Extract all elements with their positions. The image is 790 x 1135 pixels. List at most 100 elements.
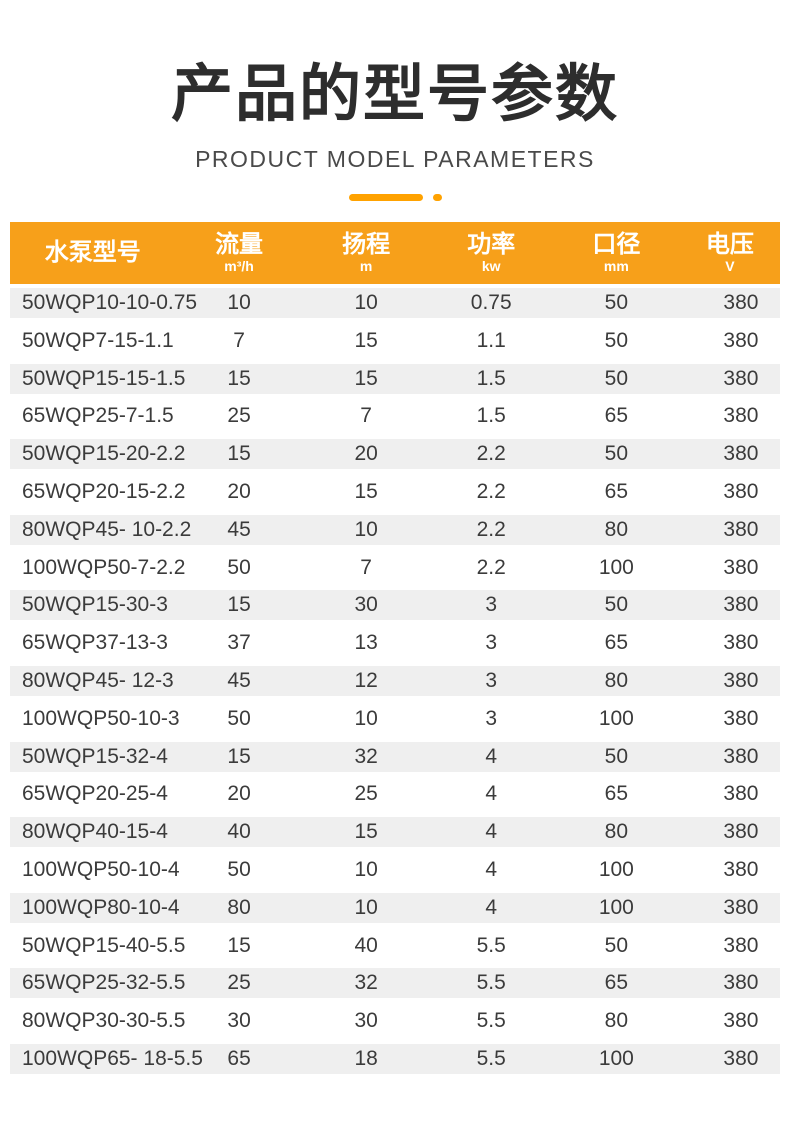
column-label: 流量 (215, 231, 264, 258)
cell-pump-model: 65WQP25-32-5.5 (22, 971, 186, 995)
cell-flow: 40 (227, 820, 251, 844)
cell-flow: 65 (227, 1046, 251, 1070)
table-row: 50WQP15-15-1.5 15 15 1.5 50 380 (10, 363, 780, 394)
cell-head: 10 (354, 291, 378, 314)
cell-flow: 20 (227, 479, 251, 503)
cell-diameter: 100 (598, 857, 634, 881)
cell-power: 2.2 (476, 442, 506, 466)
column-header-diameter: 口径 mm (553, 232, 680, 274)
cell-power: 1.5 (476, 366, 506, 390)
table-row: 80WQP45- 12-3 45 12 3 80 380 (10, 665, 780, 696)
cell-diameter: 80 (604, 517, 629, 541)
column-unit: m (359, 258, 373, 274)
column-label: 水泵型号 (44, 239, 141, 266)
cell-voltage: 380 (723, 517, 759, 541)
cell-voltage: 380 (723, 479, 759, 503)
cell-head: 10 (354, 857, 378, 881)
cell-flow: 50 (227, 857, 251, 881)
cell-head: 20 (354, 442, 378, 466)
cell-head: 15 (354, 366, 378, 390)
cell-pump-model: 50WQP15-32-4 (22, 744, 168, 768)
cell-diameter: 80 (604, 1009, 629, 1033)
column-unit: m³/h (224, 258, 254, 274)
cell-power: 1.5 (476, 404, 506, 428)
cell-power: 4 (485, 782, 498, 806)
cell-diameter: 65 (604, 971, 629, 995)
cell-power: 2.2 (476, 555, 506, 579)
cell-diameter: 65 (604, 782, 629, 806)
table-header: 水泵型号 流量 m³/h 扬程 m 功率 kw 口径 mm 电压 V (10, 222, 780, 284)
cell-head: 12 (354, 668, 378, 692)
table-row: 50WQP10-10-0.75 10 10 0.75 50 380 (10, 288, 780, 318)
table-row: 65WQP20-15-2.2 20 15 2.2 65 380 (10, 477, 780, 507)
column-header-power: 功率 kw (430, 232, 553, 274)
cell-pump-model: 80WQP40-15-4 (22, 820, 168, 844)
cell-pump-model: 50WQP15-15-1.5 (22, 366, 186, 390)
cell-head: 7 (360, 555, 372, 579)
cell-diameter: 100 (598, 895, 634, 919)
cell-head: 15 (354, 820, 378, 844)
cell-head: 40 (354, 933, 378, 957)
page-title: 产品的型号参数 (170, 60, 619, 129)
cell-head: 15 (354, 328, 378, 352)
page-subtitle: PRODUCT MODEL PARAMETERS (195, 146, 595, 172)
cell-voltage: 380 (723, 555, 759, 579)
column-header-pump-model: 水泵型号 (10, 240, 176, 266)
cell-voltage: 380 (723, 366, 759, 390)
cell-flow: 10 (227, 291, 251, 314)
cell-flow: 45 (227, 668, 251, 692)
cell-diameter: 100 (598, 706, 634, 730)
cell-voltage: 380 (723, 971, 759, 995)
cell-power: 3 (485, 668, 498, 692)
column-label: 电压 (705, 231, 754, 258)
cell-voltage: 380 (723, 404, 759, 428)
cell-flow: 50 (227, 555, 251, 579)
cell-voltage: 380 (723, 631, 759, 655)
cell-pump-model: 100WQP50-7-2.2 (22, 555, 186, 579)
cell-voltage: 380 (723, 328, 759, 352)
cell-diameter: 50 (604, 744, 629, 768)
cell-voltage: 380 (723, 706, 759, 730)
column-unit: V (725, 258, 735, 274)
cell-voltage: 380 (723, 1046, 759, 1070)
cell-flow: 37 (227, 631, 251, 655)
table-row: 50WQP15-32-4 15 32 4 50 380 (10, 741, 780, 772)
cell-diameter: 80 (604, 820, 629, 844)
column-header-head: 扬程 m (303, 232, 430, 274)
cell-voltage: 380 (723, 857, 759, 881)
cell-pump-model: 65WQP20-25-4 (22, 782, 168, 806)
cell-head: 25 (354, 782, 378, 806)
cell-power: 5.5 (476, 971, 506, 995)
cell-diameter: 80 (604, 668, 629, 692)
cell-power: 4 (485, 744, 498, 768)
cell-power: 5.5 (476, 1009, 506, 1033)
cell-power: 3 (485, 706, 498, 730)
cell-voltage: 380 (723, 291, 759, 314)
cell-power: 1.1 (476, 328, 506, 352)
cell-diameter: 50 (604, 593, 629, 617)
column-unit: kw (481, 258, 501, 274)
table-row: 100WQP80-10-4 80 10 4 100 380 (10, 892, 780, 923)
cell-flow: 20 (227, 782, 251, 806)
cell-head: 13 (354, 631, 378, 655)
cell-pump-model: 50WQP10-10-0.75 (22, 291, 198, 314)
cell-flow: 15 (227, 744, 251, 768)
cell-pump-model: 50WQP15-30-3 (22, 593, 168, 617)
table-body: 50WQP10-10-0.75 10 10 0.75 50 380 50WQP7-15-1.… (10, 288, 780, 1074)
cell-head: 10 (354, 517, 378, 541)
table-row: 50WQP15-30-3 15 30 3 50 380 (10, 590, 780, 621)
cell-power: 3 (485, 593, 498, 617)
cell-power: 4 (485, 857, 498, 881)
cell-flow: 15 (227, 366, 251, 390)
cell-pump-model: 100WQP65- 18-5.5 (22, 1046, 203, 1070)
table-row: 50WQP7-15-1.1 7 15 1.1 50 380 (10, 326, 780, 356)
table-row: 100WQP50-10-4 50 10 4 100 380 (10, 855, 780, 885)
table-row: 80WQP40-15-4 40 15 4 80 380 (10, 817, 780, 848)
cell-pump-model: 100WQP80-10-4 (22, 895, 180, 919)
table-row: 65WQP37-13-3 37 13 3 65 380 (10, 628, 780, 658)
cell-pump-model: 50WQP15-40-5.5 (22, 933, 186, 957)
cell-flow: 15 (227, 933, 251, 957)
cell-diameter: 50 (604, 328, 629, 352)
cell-head: 18 (354, 1046, 378, 1070)
table-row: 50WQP15-40-5.5 15 40 5.5 50 380 (10, 931, 780, 961)
